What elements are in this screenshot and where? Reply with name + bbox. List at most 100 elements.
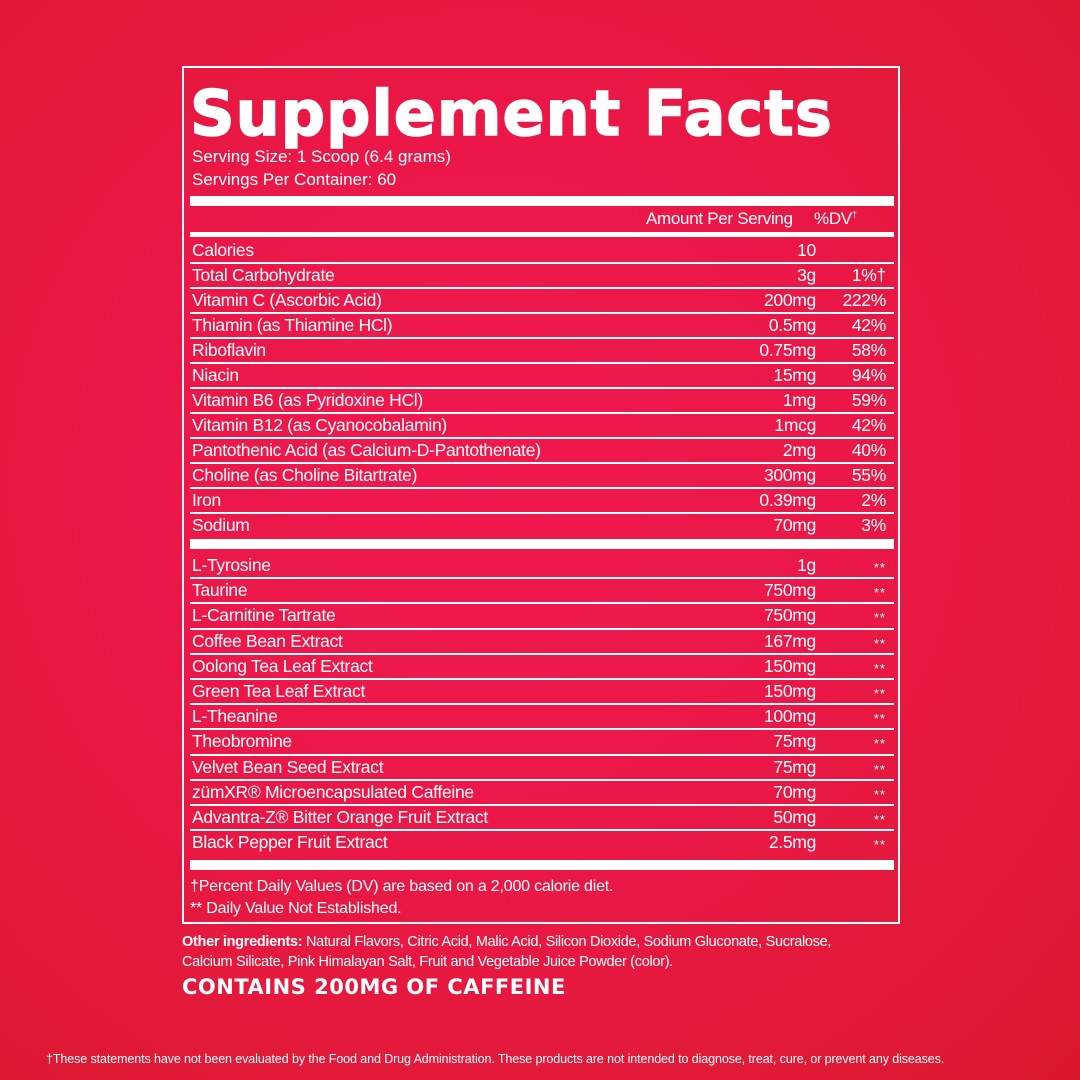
row-amount: 167mg xyxy=(763,630,816,651)
row-daily-value: ** xyxy=(873,585,886,601)
row-name: Iron xyxy=(192,490,221,510)
table-row: Coffee Bean Extract 167mg ** xyxy=(190,630,894,655)
serving-size: Serving Size: 1 Scoop (6.4 grams) xyxy=(192,147,451,166)
table-row: Vitamin C (Ascorbic Acid) 200mg 222% xyxy=(190,289,894,314)
row-daily-value: 58% xyxy=(851,340,886,360)
row-name: Green Tea Leaf Extract xyxy=(192,680,366,701)
footnote-dv: †Percent Daily Values (DV) are based on … xyxy=(190,878,614,895)
table-row: Thiamin (as Thiamine HCl) 0.5mg 42% xyxy=(190,314,894,339)
row-daily-value: ** xyxy=(873,560,886,575)
row-daily-value: 1%† xyxy=(851,265,886,285)
row-daily-value: 42% xyxy=(851,315,886,335)
row-name: Oolong Tea Leaf Extract xyxy=(192,655,373,676)
row-daily-value: ** xyxy=(873,635,886,651)
other-ingredients-text: Natural Flavors, Citric Acid, Malic Acid… xyxy=(182,934,832,970)
row-amount: 0.5mg xyxy=(768,315,816,335)
row-amount: 50mg xyxy=(773,806,816,827)
table-row: zümXR® Microencapsulated Caffeine 70mg ** xyxy=(190,781,894,806)
row-amount: 100mg xyxy=(763,706,816,727)
table-row: L-Tyrosine 1g ** xyxy=(190,554,894,580)
row-name: Sodium xyxy=(192,515,250,535)
ingredient-table: L-Tyrosine 1g ** Taurine 750mg ** L-Carnitine … xyxy=(190,554,894,854)
row-daily-value: 59% xyxy=(851,390,886,410)
table-row: Niacin 15mg 94% xyxy=(190,364,894,389)
row-daily-value: ** xyxy=(873,711,886,727)
row-amount: 300mg xyxy=(763,465,816,485)
fda-disclaimer: †These statements have not been evaluate… xyxy=(46,1052,945,1066)
row-amount: 15mg xyxy=(773,365,816,385)
row-daily-value: ** xyxy=(873,660,886,676)
section-divider xyxy=(190,539,894,549)
row-amount: 1mg xyxy=(782,390,816,410)
row-name: Vitamin B12 (as Cyanocobalamin) xyxy=(192,415,447,435)
row-amount: 200mg xyxy=(763,290,816,310)
row-amount: 70mg xyxy=(773,781,816,802)
other-ingredients: Other ingredients: Natural Flavors, Citr… xyxy=(182,932,882,972)
supplement-facts-panel: Supplement Facts Serving Size: 1 Scoop (… xyxy=(182,66,900,924)
row-amount: 1mcg xyxy=(774,415,816,435)
row-daily-value: ** xyxy=(873,837,886,853)
amount-per-serving-header: Amount Per Serving xyxy=(646,209,793,228)
table-row: Green Tea Leaf Extract 150mg ** xyxy=(190,680,894,706)
table-row: Velvet Bean Seed Extract 75mg ** xyxy=(190,756,894,781)
row-amount: 70mg xyxy=(773,515,816,535)
table-row: Vitamin B6 (as Pyridoxine HCl) 1mg 59% xyxy=(190,389,894,414)
table-row: Calories 10 xyxy=(190,239,894,264)
row-name: Advantra-Z® Bitter Orange Fruit Extract xyxy=(192,806,488,827)
table-row: Vitamin B12 (as Cyanocobalamin) 1mcg 42% xyxy=(190,414,894,439)
row-amount: 750mg xyxy=(763,605,816,626)
row-daily-value: 55% xyxy=(851,465,886,485)
row-name: Choline (as Choline Bitartrate) xyxy=(192,465,418,485)
row-name: Total Carbohydrate xyxy=(192,265,335,285)
row-amount: 2.5mg xyxy=(768,832,816,853)
daily-value-header: %DV† xyxy=(814,209,857,228)
table-row: Riboflavin 0.75mg 58% xyxy=(190,339,894,364)
row-name: Thiamin (as Thiamine HCl) xyxy=(192,315,393,335)
row-daily-value: ** xyxy=(873,736,886,752)
table-row: Pantothenic Acid (as Calcium-D-Pantothen… xyxy=(190,439,894,464)
bottom-divider xyxy=(190,860,894,870)
row-daily-value: ** xyxy=(873,761,886,777)
row-amount: 150mg xyxy=(763,680,816,701)
table-row: Oolong Tea Leaf Extract 150mg ** xyxy=(190,655,894,680)
row-name: L-Tyrosine xyxy=(192,555,271,575)
row-name: Calories xyxy=(192,240,254,260)
table-row: Choline (as Choline Bitartrate) 300mg 55% xyxy=(190,464,894,489)
thick-divider xyxy=(190,196,894,206)
row-amount: 0.39mg xyxy=(759,490,816,510)
row-daily-value: ** xyxy=(873,811,886,827)
table-row: Advantra-Z® Bitter Orange Fruit Extract 5… xyxy=(190,806,894,832)
table-row: Theobromine 75mg ** xyxy=(190,730,894,756)
panel-title: Supplement Facts xyxy=(189,76,833,151)
table-row: Total Carbohydrate 3g 1%† xyxy=(190,264,894,289)
nutrient-table: Calories 10 Total Carbohydrate 3g 1%† Vitamin… xyxy=(190,239,894,537)
row-daily-value: ** xyxy=(873,610,886,626)
header-divider xyxy=(190,232,894,237)
row-name: L-Carnitine Tartrate xyxy=(192,605,336,626)
row-daily-value: 42% xyxy=(851,415,886,435)
row-name: Vitamin C (Ascorbic Acid) xyxy=(192,290,382,310)
row-name: Vitamin B6 (as Pyridoxine HCl) xyxy=(192,390,423,410)
table-row: Black Pepper Fruit Extract 2.5mg ** xyxy=(190,831,894,854)
row-name: Velvet Bean Seed Extract xyxy=(192,756,384,777)
footnote-not-established: ** Daily Value Not Established. xyxy=(190,900,402,917)
servings-per-container: Servings Per Container: 60 xyxy=(192,170,397,189)
row-daily-value: 2% xyxy=(861,490,886,510)
table-row: Sodium 70mg 3% xyxy=(190,514,894,537)
row-name: Theobromine xyxy=(192,731,292,752)
table-row: L-Carnitine Tartrate 750mg ** xyxy=(190,604,894,630)
other-ingredients-label: Other ingredients: xyxy=(182,934,303,950)
row-name: Pantothenic Acid (as Calcium-D-Pantothen… xyxy=(192,440,541,460)
row-name: Riboflavin xyxy=(192,340,266,360)
caffeine-warning: CONTAINS 200MG OF CAFFEINE xyxy=(182,975,566,999)
row-amount: 2mg xyxy=(782,440,816,460)
row-name: Niacin xyxy=(192,365,239,385)
row-amount: 750mg xyxy=(763,580,816,601)
row-name: L-Theanine xyxy=(192,706,278,727)
row-daily-value: 3% xyxy=(861,515,886,535)
row-amount: 1g xyxy=(797,555,816,575)
row-amount: 10 xyxy=(797,240,816,260)
row-amount: 3g xyxy=(797,265,816,285)
row-daily-value: ** xyxy=(873,685,886,701)
row-daily-value: ** xyxy=(873,786,886,802)
